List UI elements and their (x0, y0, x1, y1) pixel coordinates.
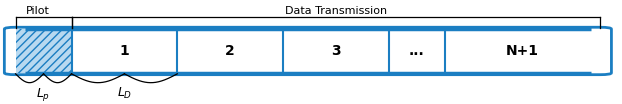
FancyBboxPatch shape (4, 27, 611, 75)
Text: 1: 1 (119, 44, 129, 58)
Text: ...: ... (409, 44, 425, 58)
Bar (16, 29, 72, 73)
Text: $L_p$: $L_p$ (37, 86, 50, 103)
Text: N+1: N+1 (506, 44, 539, 58)
Text: 2: 2 (225, 44, 235, 58)
Text: Data Transmission: Data Transmission (285, 6, 387, 16)
Text: $L_D$: $L_D$ (117, 86, 132, 101)
Text: Pilot: Pilot (26, 6, 50, 16)
Text: 3: 3 (331, 44, 341, 58)
